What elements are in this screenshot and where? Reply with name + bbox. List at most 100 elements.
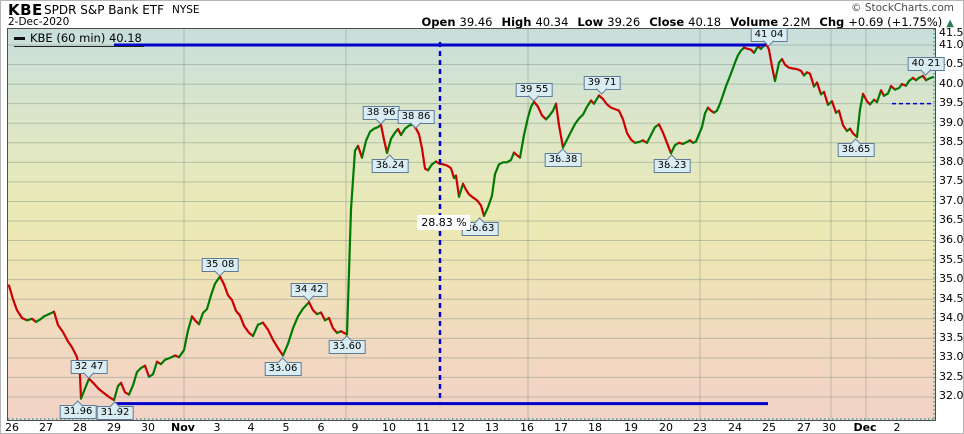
price-line-segment: [532, 100, 548, 121]
change-up-arrow-icon: ▲: [946, 18, 954, 29]
x-axis-tick-label: 9: [351, 421, 359, 434]
price-line-segment: [924, 76, 935, 82]
x-axis-tick-label: 10: [382, 421, 396, 434]
price-callout: 38.65: [837, 138, 875, 157]
price-line-segment: [411, 123, 430, 172]
y-axis-tick-label: 39.5: [939, 96, 964, 110]
price-line-segment: [159, 354, 177, 366]
price-line-segment: [848, 127, 859, 138]
price-line-segment: [742, 46, 756, 54]
y-axis-tick-label: 36.5: [939, 213, 964, 227]
price-callout: 38.38: [544, 148, 582, 168]
price-line-segment: [512, 151, 522, 159]
chart-date: 2-Dec-2020: [8, 16, 70, 28]
x-axis-tick-label: 30: [141, 421, 155, 434]
y-axis-tick-label: 39.0: [939, 115, 964, 129]
price-line-segment: [119, 381, 131, 396]
price-line-segment: [633, 139, 645, 144]
ohlc-quote-row: Open 39.46 High 40.34 Low 39.26 Close 40.18 Volu…: [413, 15, 954, 29]
x-axis-tick-label: 11: [416, 421, 430, 434]
price-line-segment: [764, 42, 777, 83]
price-line-segment: [830, 100, 838, 114]
price-line-segment: [592, 94, 601, 105]
price-line-segment: [177, 315, 194, 359]
price-callout: 41.04: [750, 28, 788, 47]
quote-label: Low: [577, 15, 604, 29]
quote-value: 39.46: [459, 15, 493, 29]
x-axis-tick-label: 28: [73, 421, 87, 434]
x-axis-tick-label: 19: [624, 421, 638, 434]
x-axis-tick-label: 3: [213, 421, 221, 434]
y-axis-tick-label: 35.0: [939, 272, 964, 286]
x-axis-tick-label: Dec: [853, 421, 877, 434]
price-line-segment: [345, 144, 360, 336]
price-callout: 34.42: [290, 283, 328, 303]
x-axis-tick-label: 27: [39, 421, 53, 434]
price-line-segment: [307, 301, 319, 316]
y-axis-tick-label: 33.5: [939, 330, 964, 344]
price-line-segment: [657, 123, 673, 155]
price-line-segment: [426, 160, 438, 172]
quote-value: 40.34: [535, 15, 569, 29]
price-line-segment: [681, 139, 692, 145]
y-axis-tick-label: 35.5: [939, 252, 964, 266]
y-axis-tick-label: 41.5: [939, 26, 964, 39]
price-line-segment: [597, 94, 637, 144]
price-line-segment: [197, 275, 222, 326]
price-line-segment: [554, 102, 565, 149]
legend-label: KBE (60 min) 40.18: [30, 31, 142, 45]
x-axis-tick-label: 24: [728, 421, 742, 434]
ticker-symbol: KBE: [8, 1, 43, 19]
x-axis-tick-label: 13: [485, 421, 499, 434]
price-line-segment: [52, 310, 83, 400]
x-axis-tick-label: 12: [451, 421, 465, 434]
price-callout: 32.47: [70, 359, 108, 379]
quote-label: Volume: [730, 15, 779, 29]
price-line-segment: [356, 144, 364, 159]
price-line-segment: [822, 90, 830, 106]
quote-value: 39.26: [607, 15, 641, 29]
quote-label: Chg: [819, 15, 845, 29]
price-line-segment: [544, 102, 558, 121]
price-line-segment: [281, 301, 311, 357]
price-callout: 38.96: [362, 105, 400, 125]
y-axis-tick-label: 37.5: [939, 174, 964, 188]
price-line-segment: [780, 58, 806, 77]
x-axis-tick-label: 20: [659, 421, 673, 434]
price-line-segment: [454, 174, 461, 198]
x-axis-tick-label: 16: [520, 421, 534, 434]
price-line-segment: [112, 381, 123, 402]
plot-area: KBE (60 min) 40.18 32.47 31.9631.92 35.08 3…: [7, 28, 945, 421]
price-line-segment: [706, 106, 716, 114]
price-line-segment: [251, 321, 265, 338]
price-line-segment: [399, 123, 415, 137]
price-line-segment: [914, 74, 925, 82]
exchange-label: NYSE: [172, 4, 200, 16]
price-line-segment: [147, 360, 159, 378]
price-line-segment: [87, 377, 116, 402]
price-line-segment: [461, 182, 486, 217]
price-line-segment: [518, 100, 536, 159]
x-axis-tick-label: 29: [107, 421, 121, 434]
price-line-segment: [875, 89, 883, 104]
price-callout: 39.55: [515, 82, 553, 102]
y-axis-tick-label: 36.0: [939, 233, 964, 247]
y-axis-tick-label: 32.5: [939, 369, 964, 383]
price-line-segment: [385, 128, 400, 154]
quote-value: 40.18: [688, 15, 722, 29]
price-line-segment: [434, 160, 456, 180]
y-axis-tick-label: 32.0: [939, 389, 964, 403]
legend-line-swatch: [14, 37, 25, 40]
price-callout: 38.23: [653, 154, 691, 174]
quote-value: +0.69 (+1.75%): [848, 15, 943, 29]
price-line-segment: [861, 92, 872, 106]
price-line-segment: [855, 92, 865, 138]
price-line-segment: [34, 310, 56, 323]
quote-label: Close: [649, 15, 685, 29]
price-line-segment: [8, 284, 29, 322]
x-axis-tick-label: 18: [588, 421, 602, 434]
y-axis-tick-label: 40.0: [939, 76, 964, 90]
price-line-segment: [319, 311, 327, 322]
price-line-segment: [360, 123, 383, 159]
